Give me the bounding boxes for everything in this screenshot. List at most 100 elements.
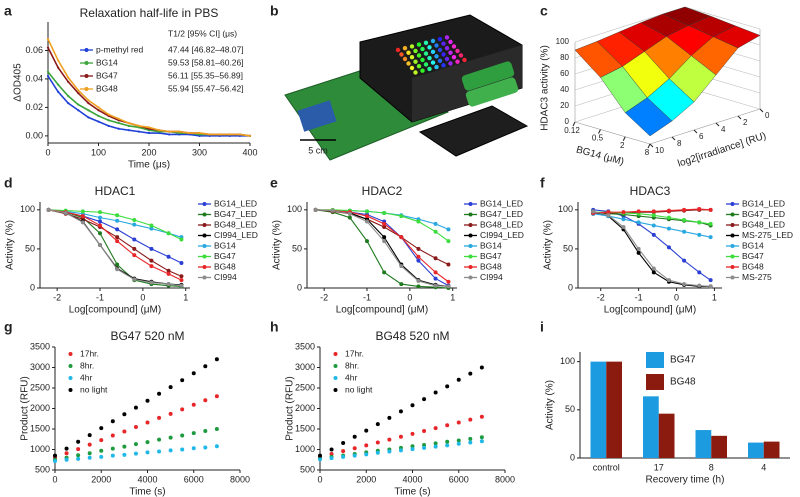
legend-marker <box>84 48 89 52</box>
data-point <box>133 442 138 447</box>
data-point <box>456 420 461 425</box>
legend-marker <box>333 376 338 380</box>
legend-label: BG48_LED <box>742 219 785 229</box>
surface-cell <box>624 97 673 137</box>
data-point <box>166 271 171 276</box>
photo: b 5 cm <box>270 3 529 161</box>
legend-label: BG47 <box>214 251 236 261</box>
panel-label: b <box>270 3 279 19</box>
data-point <box>208 133 211 136</box>
data-point <box>132 253 137 258</box>
led <box>434 43 439 48</box>
y-tick-label: 2000 <box>30 403 50 413</box>
data-point <box>115 218 120 223</box>
legend-header: T1/2 [95% CI] (μs) <box>168 28 237 38</box>
y-tick-label: 1500 <box>295 423 315 433</box>
data-point <box>433 390 438 395</box>
led <box>409 55 415 60</box>
bar <box>643 396 659 458</box>
legend-label: BG47 <box>480 251 502 261</box>
legend-label: CI994 <box>480 272 503 282</box>
data-point <box>238 133 241 136</box>
y-tick-label: 2500 <box>295 382 315 392</box>
x-tick-label: 0.12 <box>564 126 580 135</box>
data-point <box>445 384 450 389</box>
data-point <box>53 458 57 463</box>
legend-label: p-methyl red <box>96 44 144 54</box>
legend-label: CI994 <box>214 272 237 282</box>
legend-marker <box>468 244 473 248</box>
y-tick-label: 1000 <box>30 444 50 454</box>
data-point <box>87 109 90 112</box>
led <box>420 68 425 73</box>
x-axis-label: Time (s) <box>129 487 165 497</box>
data-point <box>398 448 403 453</box>
led <box>441 52 446 57</box>
y-tick-label: 3500 <box>295 341 315 351</box>
bar <box>658 413 675 458</box>
legend-marker <box>730 275 735 280</box>
data-point <box>636 250 641 255</box>
data-point <box>248 134 252 137</box>
x-tick-label: 300 <box>192 147 207 157</box>
legend-label: BG47_LED <box>214 209 257 219</box>
data-point <box>697 270 702 275</box>
legend-value: 59.53 [58.81–60.26] <box>168 57 244 67</box>
legend-swatch <box>646 374 664 390</box>
data-point <box>46 207 51 212</box>
legend-label: BG14 <box>214 240 236 250</box>
chart-title: Relaxation half-life in PBS <box>80 6 219 20</box>
data-point <box>57 59 60 62</box>
y-tick-label: 500 <box>300 464 315 474</box>
data-point <box>115 213 120 218</box>
data-point <box>166 254 171 259</box>
x-tick-label: 6000 <box>449 474 469 484</box>
x-axis-label: Log[compound] (μM) <box>336 305 428 316</box>
z-tick-label: 60 <box>560 69 569 78</box>
data-point <box>446 227 451 232</box>
data-point <box>147 131 151 135</box>
led <box>420 57 425 63</box>
y-tick-label: 0 <box>765 111 770 120</box>
y-tick-label: 50 <box>563 243 573 253</box>
y-tick-label: 3000 <box>30 362 50 372</box>
x-tick-label: 2 <box>620 141 625 150</box>
legend-label: BG48 <box>742 261 764 271</box>
led <box>413 70 418 75</box>
y-tick-label: 0.00 <box>25 130 43 140</box>
data-point <box>67 94 70 98</box>
data-point <box>651 266 656 271</box>
data-point <box>99 426 104 431</box>
data-point <box>347 215 352 220</box>
data-point <box>352 434 357 439</box>
data-point <box>98 219 102 224</box>
data-point <box>179 278 184 283</box>
data-point <box>145 398 150 403</box>
data-point <box>115 239 120 244</box>
data-point <box>364 443 369 448</box>
led <box>430 49 436 54</box>
data-point <box>433 276 438 281</box>
data-point <box>80 209 85 214</box>
data-point <box>63 210 68 215</box>
data-point <box>468 417 473 422</box>
data-point <box>191 431 196 436</box>
legend-marker <box>202 254 207 259</box>
data-point <box>352 453 357 458</box>
y-tick-label: 50 <box>25 243 35 253</box>
panel-label: g <box>4 319 13 335</box>
data-point <box>416 258 421 263</box>
legend-marker <box>84 87 89 91</box>
data-point <box>621 210 626 215</box>
y-tick-label: 100 <box>560 356 575 366</box>
data-point <box>168 130 171 133</box>
data-point <box>433 256 438 261</box>
legend-label: 8hr. <box>345 360 359 370</box>
data-point <box>87 102 90 105</box>
x-tick-label: 400 <box>242 147 257 157</box>
data-point <box>621 217 626 222</box>
legend-label: BG47_LED <box>480 209 523 219</box>
led <box>427 55 432 61</box>
y-tick <box>715 122 720 127</box>
legend-label: BG48 <box>670 377 696 388</box>
